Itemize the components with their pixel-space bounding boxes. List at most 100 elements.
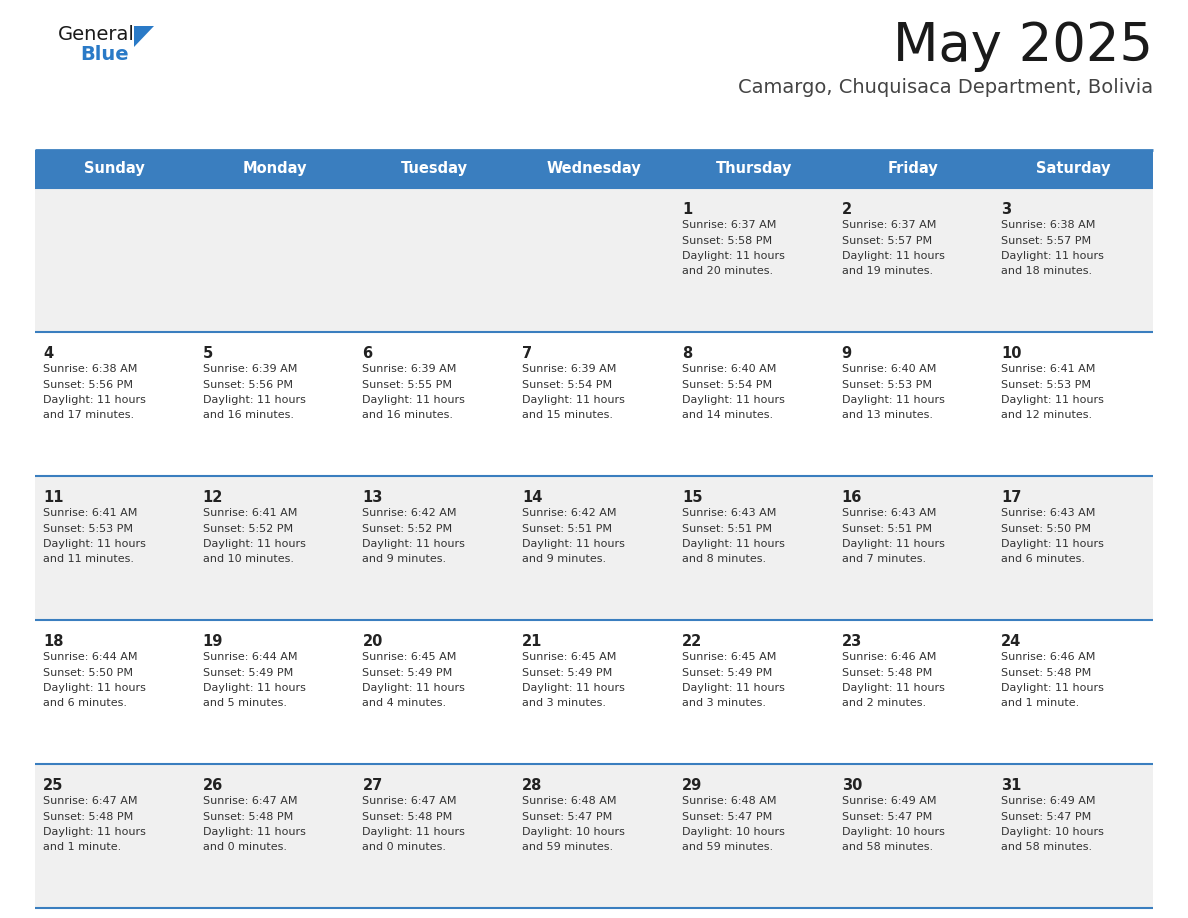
Text: Daylight: 11 hours: Daylight: 11 hours [523, 683, 625, 693]
Text: Sunset: 5:51 PM: Sunset: 5:51 PM [682, 523, 772, 533]
Text: and 5 minutes.: and 5 minutes. [203, 699, 286, 709]
Text: and 1 minute.: and 1 minute. [43, 843, 121, 853]
Text: 30: 30 [841, 778, 862, 793]
Text: Sunset: 5:50 PM: Sunset: 5:50 PM [1001, 523, 1092, 533]
Text: 18: 18 [43, 634, 63, 649]
Text: and 9 minutes.: and 9 minutes. [523, 554, 606, 565]
Text: Sunrise: 6:38 AM: Sunrise: 6:38 AM [1001, 220, 1095, 230]
Text: Sunrise: 6:37 AM: Sunrise: 6:37 AM [841, 220, 936, 230]
Bar [993, 150, 1154, 188]
Text: 31: 31 [1001, 778, 1022, 793]
Text: Daylight: 10 hours: Daylight: 10 hours [1001, 827, 1104, 837]
Text: 9: 9 [841, 346, 852, 361]
Text: Daylight: 11 hours: Daylight: 11 hours [203, 539, 305, 549]
Text: and 6 minutes.: and 6 minutes. [43, 699, 127, 709]
Text: Daylight: 11 hours: Daylight: 11 hours [362, 395, 466, 405]
Text: Sunrise: 6:40 AM: Sunrise: 6:40 AM [682, 364, 776, 374]
Text: and 8 minutes.: and 8 minutes. [682, 554, 766, 565]
Text: 24: 24 [1001, 634, 1022, 649]
Text: Sunrise: 6:49 AM: Sunrise: 6:49 AM [841, 796, 936, 806]
Text: Sunrise: 6:41 AM: Sunrise: 6:41 AM [1001, 364, 1095, 374]
Text: Sunset: 5:57 PM: Sunset: 5:57 PM [1001, 236, 1092, 245]
Text: Sunset: 5:54 PM: Sunset: 5:54 PM [523, 379, 612, 389]
Text: Daylight: 11 hours: Daylight: 11 hours [682, 539, 785, 549]
Text: Sunrise: 6:47 AM: Sunrise: 6:47 AM [203, 796, 297, 806]
Text: and 58 minutes.: and 58 minutes. [841, 843, 933, 853]
Text: Daylight: 11 hours: Daylight: 11 hours [841, 251, 944, 261]
Text: Sunset: 5:55 PM: Sunset: 5:55 PM [362, 379, 453, 389]
Text: Sunrise: 6:42 AM: Sunrise: 6:42 AM [362, 508, 457, 518]
Text: and 3 minutes.: and 3 minutes. [682, 699, 766, 709]
Text: 8: 8 [682, 346, 693, 361]
Text: and 15 minutes.: and 15 minutes. [523, 410, 613, 420]
Text: and 0 minutes.: and 0 minutes. [362, 843, 447, 853]
Text: Tuesday: Tuesday [400, 162, 468, 176]
Text: and 1 minute.: and 1 minute. [1001, 699, 1080, 709]
Text: and 6 minutes.: and 6 minutes. [1001, 554, 1086, 565]
Text: Sunrise: 6:40 AM: Sunrise: 6:40 AM [841, 364, 936, 374]
Text: Daylight: 11 hours: Daylight: 11 hours [203, 395, 305, 405]
Text: 4: 4 [43, 346, 53, 361]
Text: Daylight: 11 hours: Daylight: 11 hours [523, 395, 625, 405]
Text: 20: 20 [362, 634, 383, 649]
Bar [34, 476, 1154, 620]
Text: Daylight: 10 hours: Daylight: 10 hours [682, 827, 785, 837]
Text: and 59 minutes.: and 59 minutes. [523, 843, 613, 853]
Text: Sunset: 5:47 PM: Sunset: 5:47 PM [841, 812, 931, 822]
Text: Sunset: 5:56 PM: Sunset: 5:56 PM [43, 379, 133, 389]
Text: Sunrise: 6:47 AM: Sunrise: 6:47 AM [43, 796, 138, 806]
Text: Sunrise: 6:48 AM: Sunrise: 6:48 AM [523, 796, 617, 806]
Text: Sunset: 5:56 PM: Sunset: 5:56 PM [203, 379, 292, 389]
Text: and 14 minutes.: and 14 minutes. [682, 410, 773, 420]
Text: Daylight: 10 hours: Daylight: 10 hours [841, 827, 944, 837]
Text: Sunrise: 6:47 AM: Sunrise: 6:47 AM [362, 796, 457, 806]
Text: Blue: Blue [80, 45, 128, 64]
Text: and 7 minutes.: and 7 minutes. [841, 554, 925, 565]
Text: Sunrise: 6:45 AM: Sunrise: 6:45 AM [523, 652, 617, 662]
Text: and 3 minutes.: and 3 minutes. [523, 699, 606, 709]
Bar [34, 764, 1154, 908]
Bar [34, 332, 1154, 476]
Text: Daylight: 11 hours: Daylight: 11 hours [203, 827, 305, 837]
Text: Sunrise: 6:39 AM: Sunrise: 6:39 AM [362, 364, 457, 374]
Text: 28: 28 [523, 778, 543, 793]
Text: Daylight: 11 hours: Daylight: 11 hours [841, 683, 944, 693]
Text: Daylight: 11 hours: Daylight: 11 hours [203, 683, 305, 693]
Text: 7: 7 [523, 346, 532, 361]
Bar [34, 620, 1154, 764]
Text: 25: 25 [43, 778, 63, 793]
Text: Sunset: 5:47 PM: Sunset: 5:47 PM [523, 812, 612, 822]
Text: Sunrise: 6:46 AM: Sunrise: 6:46 AM [1001, 652, 1095, 662]
Text: Daylight: 11 hours: Daylight: 11 hours [43, 683, 146, 693]
Text: Sunset: 5:52 PM: Sunset: 5:52 PM [203, 523, 292, 533]
Text: 27: 27 [362, 778, 383, 793]
Text: Sunset: 5:48 PM: Sunset: 5:48 PM [841, 667, 931, 677]
Text: Sunset: 5:53 PM: Sunset: 5:53 PM [43, 523, 133, 533]
Text: and 11 minutes.: and 11 minutes. [43, 554, 134, 565]
Text: Sunrise: 6:39 AM: Sunrise: 6:39 AM [523, 364, 617, 374]
Text: Sunset: 5:54 PM: Sunset: 5:54 PM [682, 379, 772, 389]
Text: 29: 29 [682, 778, 702, 793]
Polygon shape [134, 26, 154, 47]
Text: Sunset: 5:48 PM: Sunset: 5:48 PM [203, 812, 293, 822]
Text: Sunset: 5:48 PM: Sunset: 5:48 PM [43, 812, 133, 822]
Bar [354, 150, 514, 188]
Text: Sunrise: 6:41 AM: Sunrise: 6:41 AM [203, 508, 297, 518]
Text: General: General [58, 25, 135, 44]
Text: 26: 26 [203, 778, 223, 793]
Text: 14: 14 [523, 490, 543, 505]
Text: Sunset: 5:50 PM: Sunset: 5:50 PM [43, 667, 133, 677]
Text: Sunset: 5:49 PM: Sunset: 5:49 PM [362, 667, 453, 677]
Text: Sunset: 5:49 PM: Sunset: 5:49 PM [523, 667, 612, 677]
Text: Wednesday: Wednesday [546, 162, 642, 176]
Text: Sunrise: 6:39 AM: Sunrise: 6:39 AM [203, 364, 297, 374]
Text: Sunrise: 6:49 AM: Sunrise: 6:49 AM [1001, 796, 1095, 806]
Text: 13: 13 [362, 490, 383, 505]
Text: Daylight: 11 hours: Daylight: 11 hours [43, 827, 146, 837]
Text: Daylight: 11 hours: Daylight: 11 hours [1001, 251, 1104, 261]
Text: Daylight: 11 hours: Daylight: 11 hours [682, 251, 785, 261]
Text: Sunset: 5:49 PM: Sunset: 5:49 PM [203, 667, 293, 677]
Text: 12: 12 [203, 490, 223, 505]
Text: Sunday: Sunday [84, 162, 145, 176]
Bar [195, 150, 354, 188]
